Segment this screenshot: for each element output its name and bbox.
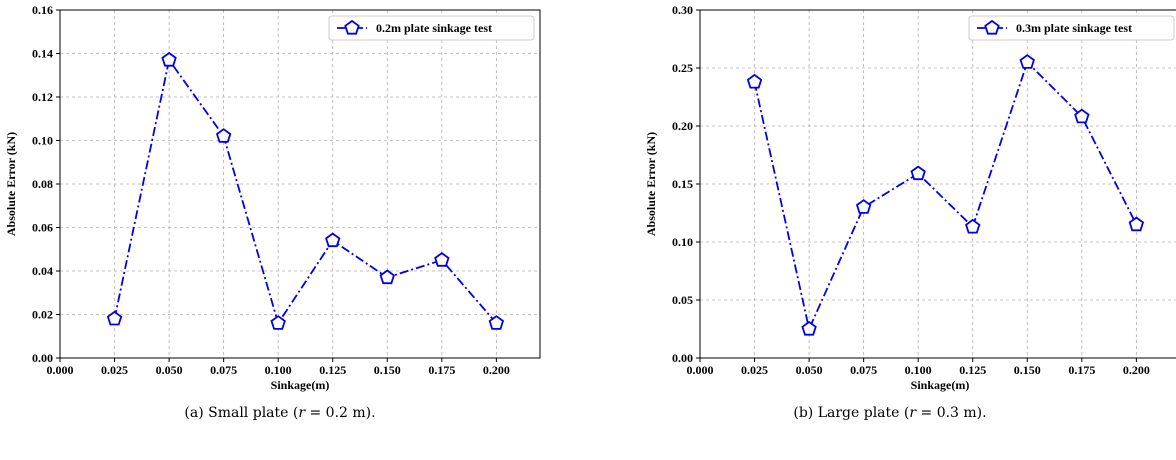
legend-label: 0.3m plate sinkage test <box>1016 21 1132 35</box>
legend-marker <box>984 19 1000 35</box>
series-line <box>753 60 1138 332</box>
data-point <box>1074 108 1090 124</box>
y-tick-label: 0.12 <box>32 90 53 104</box>
y-tick-label: 0.00 <box>32 351 53 365</box>
legend-label: 0.2m plate sinkage test <box>376 21 492 35</box>
caption-a-suffix: = 0.2 m). <box>305 405 376 421</box>
y-tick-label: 0.20 <box>672 119 693 133</box>
data-point <box>801 320 817 336</box>
x-tick-label: 0.075 <box>850 363 877 377</box>
series-line <box>113 57 498 326</box>
data-point <box>106 310 123 326</box>
y-axis-label: Absolute Error (kN) <box>644 132 658 236</box>
figure-a: 0.000 0.025 0.050 0.075 0.100 0.125 0.150 0.175… <box>0 0 560 460</box>
data-point <box>325 232 341 248</box>
x-tick-label: 0.000 <box>687 363 714 377</box>
data-point <box>434 251 450 267</box>
x-tick-label: 0.075 <box>210 363 237 377</box>
y-tick-label: 0.30 <box>672 3 693 17</box>
x-tick-label: 0.100 <box>905 363 932 377</box>
legend-box <box>328 15 535 41</box>
data-point <box>379 269 395 285</box>
y-tick-label: 0.05 <box>672 293 693 307</box>
x-tick-label: 0.150 <box>374 363 401 377</box>
chart-a: 0.000 0.025 0.050 0.075 0.100 0.125 0.150 0.175… <box>4 3 541 392</box>
y-tick-label: 0.04 <box>32 264 53 278</box>
x-tick-label: 0.050 <box>156 363 183 377</box>
x-axis-label: Sinkage(m) <box>271 378 330 392</box>
y-tick-label: 0.02 <box>32 308 53 322</box>
y-tick-label: 0.10 <box>672 235 693 249</box>
legend: 0.2m plate sinkage test <box>328 15 535 41</box>
y-tick-label: 0.06 <box>32 221 53 235</box>
chart-b: 0.000 0.025 0.050 0.075 0.100 0.125 0.150 0.175… <box>644 3 1176 392</box>
y-tick-label: 0.25 <box>672 61 693 75</box>
y-axis-label: Absolute Error (kN) <box>4 132 18 236</box>
x-tick-label: 0.150 <box>1014 363 1041 377</box>
legend-marker <box>344 19 360 35</box>
data-point <box>855 199 872 214</box>
caption-b-suffix: = 0.3 m). <box>916 405 987 421</box>
caption-b-var: r <box>909 405 917 421</box>
data-point <box>215 128 232 143</box>
caption-b: (b) Large plate (r = 0.3 m). <box>610 405 1170 421</box>
caption-b-prefix: (b) Large plate ( <box>793 405 910 421</box>
figure-b: 0.000 0.025 0.050 0.075 0.100 0.125 0.150 0.175… <box>610 0 1176 460</box>
caption-a-prefix: (a) Small plate ( <box>184 405 299 421</box>
x-tick-label: 0.025 <box>101 363 128 377</box>
y-tick-label: 0.16 <box>32 3 53 17</box>
x-tick-label: 0.200 <box>483 363 510 377</box>
plot-frame <box>59 9 541 359</box>
x-tick-label: 0.000 <box>47 363 74 377</box>
x-tick-label: 0.100 <box>265 363 292 377</box>
data-point <box>746 73 763 89</box>
caption-a-var: r <box>298 405 306 421</box>
legend-box <box>968 15 1175 41</box>
data-point <box>965 218 981 234</box>
data-point <box>910 165 926 181</box>
x-tick-label: 0.050 <box>796 363 823 377</box>
data-point <box>488 315 505 330</box>
data-point <box>1128 216 1145 232</box>
x-tick-label: 0.125 <box>959 363 986 377</box>
data-point <box>161 51 177 67</box>
x-tick-label: 0.200 <box>1123 363 1150 377</box>
plot-frame <box>699 9 1176 359</box>
data-point <box>1019 54 1035 69</box>
data-point <box>270 315 286 330</box>
x-axis-label: Sinkage(m) <box>911 378 970 392</box>
y-tick-label: 0.00 <box>672 351 693 365</box>
y-tick-label: 0.15 <box>672 177 693 191</box>
x-tick-label: 0.175 <box>428 363 455 377</box>
x-tick-label: 0.175 <box>1068 363 1095 377</box>
legend: 0.3m plate sinkage test <box>968 15 1175 41</box>
y-tick-label: 0.08 <box>32 177 53 191</box>
caption-a: (a) Small plate (r = 0.2 m). <box>0 405 560 421</box>
y-tick-label: 0.14 <box>32 47 53 61</box>
x-tick-label: 0.125 <box>319 363 346 377</box>
x-tick-label: 0.025 <box>741 363 768 377</box>
y-tick-label: 0.10 <box>32 134 53 148</box>
